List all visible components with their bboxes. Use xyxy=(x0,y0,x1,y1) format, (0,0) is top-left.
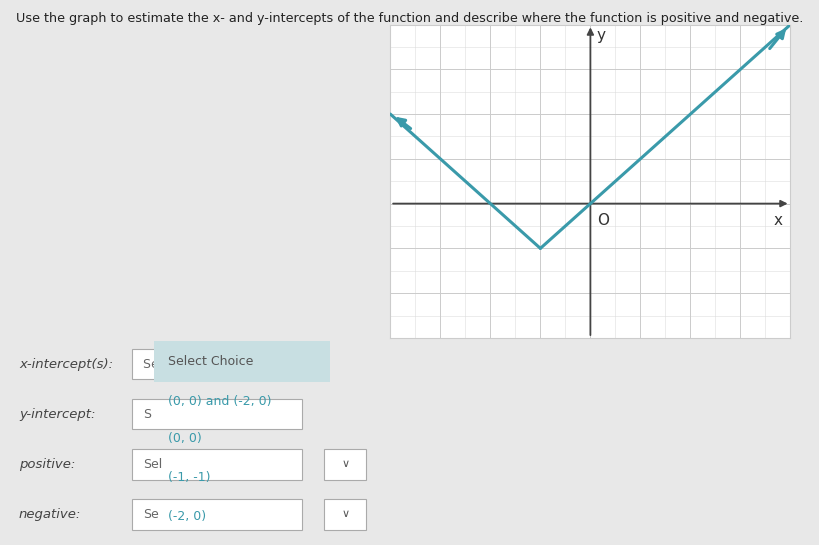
FancyBboxPatch shape xyxy=(132,349,301,379)
Text: O: O xyxy=(596,214,609,228)
FancyBboxPatch shape xyxy=(324,499,365,530)
Text: Use the graph to estimate the x- and y-intercepts of the function and describe w: Use the graph to estimate the x- and y-i… xyxy=(16,12,803,25)
FancyBboxPatch shape xyxy=(132,399,301,429)
Text: S: S xyxy=(143,408,152,421)
Text: Select Choice: Select Choice xyxy=(143,358,229,371)
Text: (0, 0) and (-2, 0): (0, 0) and (-2, 0) xyxy=(168,396,271,408)
Text: y: y xyxy=(596,28,605,43)
Text: ∨: ∨ xyxy=(341,510,349,519)
Text: ∨: ∨ xyxy=(282,359,290,369)
Text: x-intercept(s):: x-intercept(s): xyxy=(19,358,113,371)
Text: positive:: positive: xyxy=(19,458,75,471)
FancyBboxPatch shape xyxy=(132,499,301,530)
FancyBboxPatch shape xyxy=(324,449,365,480)
FancyBboxPatch shape xyxy=(154,341,330,382)
Text: (-1, -1): (-1, -1) xyxy=(168,471,210,484)
Text: x: x xyxy=(773,214,782,228)
Text: (-2, 0): (-2, 0) xyxy=(168,510,206,523)
Text: negative:: negative: xyxy=(19,508,81,521)
Text: (0, 0): (0, 0) xyxy=(168,432,201,445)
Text: ∨: ∨ xyxy=(341,459,349,469)
FancyBboxPatch shape xyxy=(132,449,301,480)
Text: Se: Se xyxy=(143,508,159,521)
Text: Sel: Sel xyxy=(143,458,162,471)
Text: Select Choice: Select Choice xyxy=(168,355,253,367)
Text: y-intercept:: y-intercept: xyxy=(19,408,95,421)
